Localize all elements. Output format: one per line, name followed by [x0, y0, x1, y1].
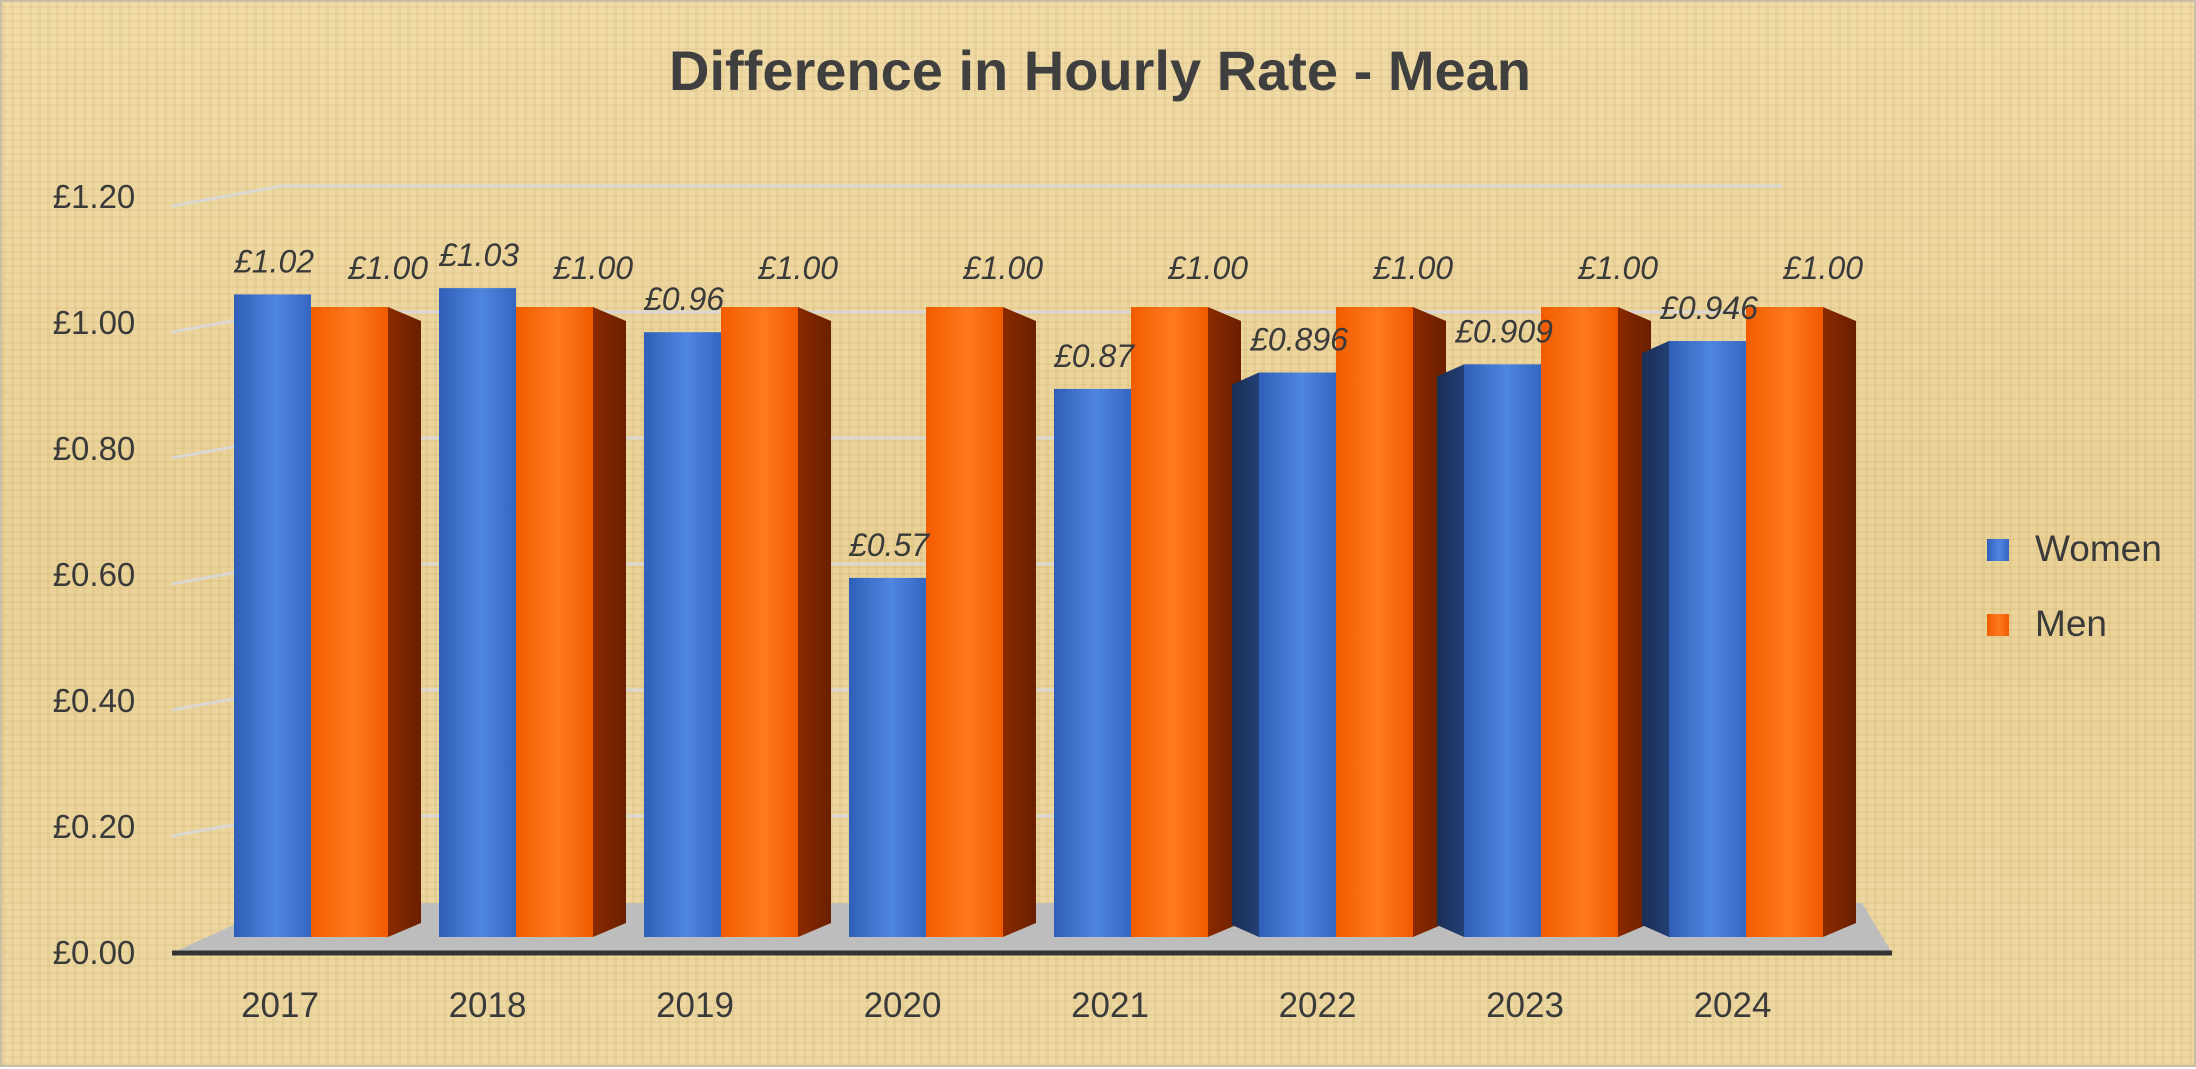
bar-women-side	[1642, 341, 1669, 937]
data-label-men: £1.00	[1372, 250, 1453, 286]
data-label-women: £1.03	[438, 237, 519, 273]
y-tick-label: £0.00	[53, 934, 136, 971]
y-tick-label: £0.80	[53, 430, 136, 467]
data-label-men: £1.00	[962, 250, 1043, 286]
x-tick-label: 2023	[1486, 986, 1564, 1025]
data-label-women: £0.909	[1454, 313, 1553, 349]
y-tick-label: £1.00	[53, 304, 136, 341]
bar-women	[234, 294, 311, 937]
bar-women	[849, 577, 926, 937]
bar-men	[1131, 307, 1208, 937]
data-label-men: £1.00	[1167, 250, 1248, 286]
bar-men-side	[1823, 307, 1856, 937]
bar-men	[1541, 307, 1618, 937]
gridline	[171, 184, 1782, 208]
legend-label-men: Men	[2035, 603, 2107, 644]
x-tick-label: 2017	[241, 986, 319, 1025]
data-label-women: £1.02	[233, 243, 314, 279]
bar-women	[439, 288, 516, 938]
data-label-men: £1.00	[347, 250, 428, 286]
x-tick-label: 2024	[1694, 986, 1772, 1025]
data-label-men: £1.00	[1782, 250, 1863, 286]
data-label-men: £1.00	[552, 250, 633, 286]
bar-men	[311, 307, 388, 937]
bar-women	[1669, 341, 1746, 937]
x-tick-label: 2019	[656, 986, 734, 1025]
data-label-women: £0.896	[1249, 322, 1348, 358]
data-label-women: £0.96	[643, 281, 724, 317]
data-label-men: £1.00	[757, 250, 838, 286]
legend-label-women: Women	[2035, 528, 2162, 569]
legend-swatch-women	[1987, 539, 2009, 561]
bar-men	[721, 307, 798, 937]
y-tick-label: £0.60	[53, 556, 136, 593]
x-tick-label: 2022	[1279, 986, 1357, 1025]
bar-women	[1464, 364, 1541, 938]
bar-men	[1336, 307, 1413, 937]
bar-women-side	[1437, 364, 1464, 938]
data-label-men: £1.00	[1577, 250, 1658, 286]
chart-title: Difference in Hourly Rate - Mean	[669, 39, 1531, 102]
bar-men-side	[1003, 307, 1036, 937]
data-label-women: £0.57	[848, 527, 930, 563]
bar-women	[1259, 372, 1336, 937]
y-tick-label: £0.40	[53, 682, 136, 719]
data-label-women: £0.87	[1053, 338, 1135, 374]
legend-swatch-men	[1987, 614, 2009, 636]
bar-men-side	[593, 307, 626, 937]
x-tick-label: 2021	[1071, 986, 1149, 1025]
bar-men	[516, 307, 593, 937]
bar-men	[1746, 307, 1823, 937]
bar-women	[1054, 388, 1131, 937]
y-tick-label: £0.20	[53, 808, 136, 845]
x-tick-label: 2020	[864, 986, 942, 1025]
bar-women-side	[1232, 372, 1259, 937]
bar-men-side	[798, 307, 831, 937]
y-tick-label: £1.20	[53, 178, 136, 215]
bar-women	[644, 332, 721, 937]
bar-men	[926, 307, 1003, 937]
data-label-women: £0.946	[1659, 290, 1758, 326]
x-tick-label: 2018	[449, 986, 527, 1025]
bar-men-side	[388, 307, 421, 937]
